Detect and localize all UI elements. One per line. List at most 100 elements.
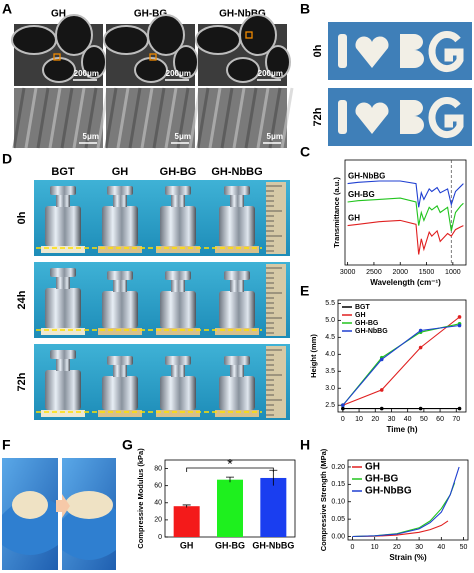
ruler: [266, 182, 286, 254]
shape-i: [338, 100, 347, 134]
sem-pore: [103, 25, 149, 55]
x-tick-label: 30: [415, 544, 423, 551]
sem-texture: [232, 87, 246, 149]
sample: [215, 410, 259, 417]
panel-letter: D: [2, 151, 12, 167]
y-tick-label: 0.05: [331, 516, 345, 523]
sem-texture: [176, 87, 190, 149]
x-tick-label: 2500: [366, 269, 382, 276]
y-tick-label: 5.5: [325, 300, 335, 307]
error-bar: [226, 476, 234, 483]
sem-texture: [268, 87, 282, 149]
sem-texture: [128, 87, 142, 149]
panel-letter: C: [300, 144, 310, 160]
shape-i: [338, 34, 347, 68]
legend-label: BGT: [355, 304, 371, 311]
weight-neck: [171, 364, 185, 377]
weight-body: [102, 206, 138, 246]
scale-bar-label: 200μm: [166, 69, 191, 78]
sem-marker: [245, 31, 253, 39]
weight-top: [224, 356, 250, 365]
y-tick-label: 2.5: [325, 402, 335, 409]
data-point: [457, 323, 462, 328]
sem-pore: [239, 14, 277, 56]
weight-neck: [56, 194, 70, 207]
x-tick-label: GH: [180, 540, 194, 550]
series-label: GH: [348, 214, 360, 223]
sem-column-label: GH-BG: [134, 9, 168, 20]
series-line: [352, 466, 460, 538]
sem-texture: [196, 87, 210, 149]
bar: [173, 506, 200, 537]
x-tick-label: GH-NbBG: [252, 540, 294, 550]
plot-frame: [347, 459, 469, 541]
shape-g: [428, 31, 464, 73]
y-tick-label: 0.10: [331, 499, 345, 506]
data-point: [379, 388, 384, 392]
x-tick-label: 60: [436, 416, 444, 423]
y-tick-label: 40: [154, 500, 162, 507]
sem-texture: [280, 87, 294, 149]
y-axis-label: Transmittance (a.u.): [332, 177, 341, 248]
sem-marker: [53, 53, 61, 61]
ruler: [266, 264, 286, 336]
weight-body: [45, 370, 81, 410]
series-line: [342, 324, 460, 406]
sem-pore: [134, 57, 168, 83]
x-tick-label: 10: [355, 416, 363, 423]
y-tick-label: 3.5: [325, 368, 335, 375]
data-point: [379, 357, 384, 362]
weight-top: [50, 350, 76, 359]
legend-label: GH: [355, 312, 366, 319]
series-line: [352, 520, 449, 538]
shape-heart: [355, 36, 389, 68]
shapes-row-label: 72h: [312, 107, 324, 126]
weights-column-label: GH: [112, 166, 129, 178]
y-axis-label: Compressive Modulus (kPa): [136, 448, 145, 549]
hydrogel: [12, 491, 48, 519]
sample: [156, 410, 200, 417]
x-tick-label: 50: [420, 416, 428, 423]
y-tick-label: 4.5: [325, 334, 335, 341]
scale-bar-label: 200μm: [258, 69, 283, 78]
scale-bar-label: 200μm: [74, 69, 99, 78]
shape-heart: [355, 102, 389, 134]
data-point: [341, 403, 345, 408]
panel-letter: B: [300, 1, 310, 17]
y-tick-label: 0: [158, 534, 162, 541]
weight-top: [224, 186, 250, 195]
sample: [215, 328, 259, 335]
scale-bar-label: 5μm: [267, 132, 283, 141]
y-tick-label: 60: [154, 483, 162, 490]
sample: [98, 410, 142, 417]
data-point: [418, 406, 423, 411]
weight-top: [50, 186, 76, 195]
y-tick-label: 0.15: [331, 481, 345, 488]
sem-pore: [195, 25, 241, 55]
x-axis-label: Wavelength (cm⁻¹): [370, 278, 441, 287]
sem-texture: [244, 87, 258, 149]
sem-pore: [55, 14, 93, 56]
x-tick-label: 30: [388, 416, 396, 423]
scale-bar-label: 5μm: [175, 132, 191, 141]
weights-column-label: GH-BG: [160, 166, 197, 178]
data-point: [457, 406, 462, 411]
panel-letter: E: [300, 283, 309, 299]
sem-texture: [164, 87, 178, 149]
weight-top: [107, 356, 133, 365]
weight-neck: [171, 279, 185, 292]
weight-top: [165, 271, 191, 280]
weight-body: [102, 376, 138, 410]
sem-marker: [149, 53, 157, 61]
sample: [215, 246, 259, 253]
x-tick-label: 2000: [392, 269, 408, 276]
series-line: [342, 323, 460, 406]
y-tick-label: 80: [154, 465, 162, 472]
sample: [41, 410, 85, 417]
legend-label: GH: [365, 462, 380, 473]
sem-texture: [60, 87, 74, 149]
panel-letter: G: [122, 437, 133, 453]
weight-body: [160, 206, 196, 246]
sample: [41, 328, 85, 335]
